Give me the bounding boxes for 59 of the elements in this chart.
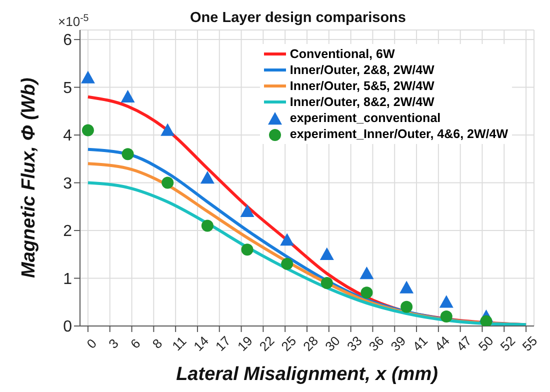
point	[82, 124, 94, 136]
point	[200, 171, 214, 184]
legend-label: Inner/Outer, 5&5, 2W/4W	[290, 78, 434, 94]
y-tick-label: 3	[63, 175, 72, 192]
x-tick-label: 44	[432, 333, 452, 354]
y-tick-label: 6	[63, 32, 72, 50]
point	[280, 233, 294, 246]
point	[120, 90, 135, 102]
y-tick-label: 1	[63, 270, 72, 288]
x-tick-label: 22	[256, 333, 278, 354]
x-tick-label: 41	[410, 333, 431, 354]
point	[240, 204, 254, 218]
point	[440, 310, 452, 322]
legend-label: Conventional, 6W	[290, 46, 395, 62]
x-tick-label: 28	[300, 333, 322, 354]
y-tick-label: 5	[63, 80, 72, 97]
point	[439, 295, 454, 308]
x-tick-label: 14	[190, 333, 212, 354]
x-tick-label: 47	[454, 333, 474, 354]
x-tick-label: 33	[344, 333, 365, 354]
x-tick-label: 6	[128, 336, 144, 352]
legend-label: experiment_Inner/Outer, 4&6, 2W/4W	[290, 126, 508, 142]
y-tick-label: 2	[63, 223, 72, 240]
point	[320, 247, 334, 260]
text: ×10$^{-5}$	[58, 12, 90, 29]
y-axis-title: Magnetic Flux, Φ (Wb)	[18, 78, 40, 278]
x-tick-label: 17	[212, 333, 234, 354]
point	[162, 176, 174, 189]
point	[281, 258, 294, 270]
point	[360, 266, 374, 280]
x-tick-label: 8	[149, 336, 166, 352]
point	[80, 70, 95, 84]
point	[400, 280, 414, 294]
point	[320, 277, 333, 290]
y-tick-label: 0	[63, 318, 72, 336]
x-axis-title: Lateral Misalignment, x (mm)	[176, 364, 438, 385]
point	[360, 286, 373, 299]
legend-label: Inner/Outer, 2&8, 2W/4W	[290, 62, 434, 78]
x-tick-label: 55	[519, 333, 540, 354]
x-tick-label: 39	[388, 333, 409, 354]
y-tick-label: 4	[63, 128, 72, 145]
x-tick-label: 25	[278, 333, 300, 354]
point	[400, 300, 413, 313]
x-tick-label: 52	[497, 333, 518, 354]
x-tick-label: 36	[366, 333, 387, 354]
point	[201, 220, 214, 232]
point	[160, 123, 175, 136]
x-tick-label: 11	[169, 334, 190, 354]
legend-label: experiment_conventional	[290, 110, 441, 126]
point	[241, 244, 254, 256]
x-tick-label: 30	[322, 333, 343, 354]
x-tick-label: 3	[106, 336, 122, 352]
point	[480, 315, 492, 326]
chart-title: One Layer design comparisons	[190, 10, 406, 26]
x-tick-label: 0	[84, 336, 100, 352]
x-tick-label: 50	[475, 333, 496, 354]
x-tick-label: 19	[234, 333, 256, 354]
point	[122, 148, 134, 160]
legend-label: Inner/Outer, 8&2, 2W/4W	[290, 94, 434, 110]
